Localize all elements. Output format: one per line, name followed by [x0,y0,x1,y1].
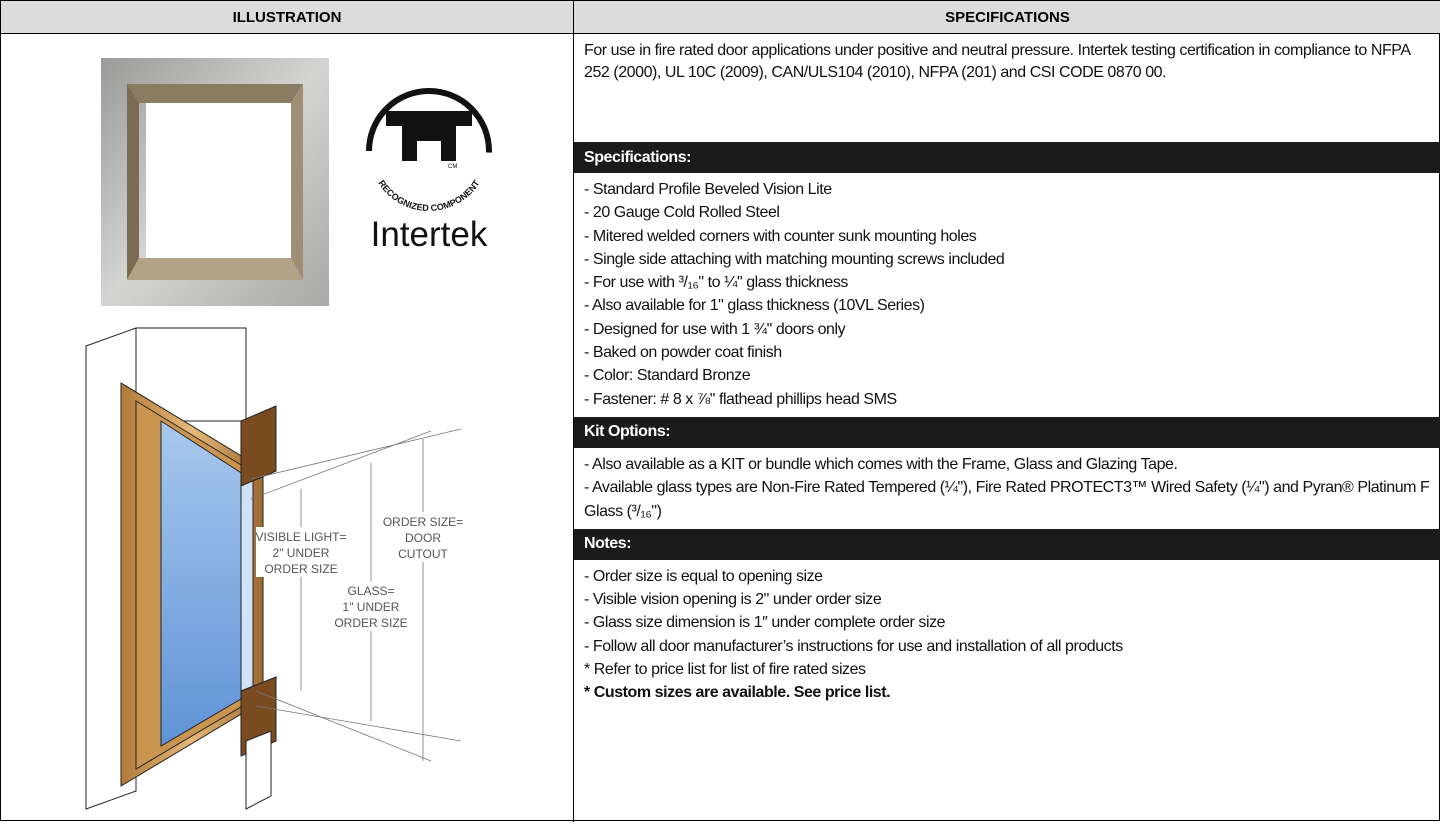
list-item: - 20 Gauge Cold Rolled Steel [584,204,780,222]
dimension-label: ORDER SIZE [264,562,337,576]
list-item: - Color: Standard Bronze [584,367,751,385]
column-header: ILLUSTRATION [1,1,574,34]
list-item: - Single side attaching with matching mo… [584,250,1005,268]
list-item: - Designed for use with 1 ¾" doors only [584,320,846,338]
list-item: - Also available for 1" glass thickness … [584,297,925,315]
list-item: - Mitered welded corners with counter su… [584,227,977,245]
section-list: - Order size is equal to opening size - V… [574,560,1440,711]
logo-mark: CM [448,164,457,170]
door-diagram [85,327,277,810]
logo-brand: Intertek [371,215,488,254]
dimension-label: CUTOUT [398,547,448,561]
list-item: - Standard Profile Beveled Vision Lite [584,181,832,198]
logo-arc-path: RECOGNIZED COMPONENT [376,178,481,213]
list-item: - Also available as a KIT or bundle whic… [584,455,1178,473]
specifications-cell: For use in fire rated door applications … [574,34,1440,822]
dimension-label: ORDER SIZE [334,616,407,630]
list-item: - For use with ³/₁₆" to ¼" glass thickne… [584,274,848,292]
dimension-label: VISIBLE LIGHT= [255,530,346,544]
list-item: - Order size is equal to opening size [584,567,823,585]
dimension-label: GLASS= [347,584,394,598]
list-item: - Baked on powder coat finish [584,344,782,362]
list-item: - Glass size dimension is 1″ under compl… [584,614,946,632]
list-item: - Fastener: # 8 x ⅞" flathead phillips h… [584,390,897,408]
section-title: Kit Options: [574,416,1440,448]
section-title: Specifications: [574,142,1440,173]
intertek-logo: CM RECOGNIZED COMPONENT Intertek [366,88,492,254]
list-item: - Available glass types are Non-Fire Rat… [584,479,1430,520]
list-item: * Refer to price list for list of fire r… [584,661,866,679]
illustration-cell: CM RECOGNIZED COMPONENT Intertek VISIBLE… [1,34,574,822]
intro-text: For use in fire rated door applications … [584,42,1410,81]
logo-arc-text: RECOGNIZED COMPONENT [376,178,481,213]
dimension-label: DOOR [405,531,441,545]
list-item: - Visible vision opening is 2" under ord… [584,591,882,609]
illustration: CM RECOGNIZED COMPONENT Intertek VISIBLE… [85,58,492,810]
dimension-label: ORDER SIZE= [383,515,463,529]
section-title: Notes: [574,528,1440,560]
section-list: - Standard Profile Beveled Vision Lite - … [574,173,1440,417]
dimension-label: 1" UNDER [343,600,400,614]
list-item: * Custom sizes are available. See price … [584,684,891,702]
column-header: SPECIFICATIONS [574,1,1440,34]
dimension-label: 2" UNDER [273,546,330,560]
list-item: - Follow all door manufacturer’s instruc… [584,637,1123,655]
section-list: - Also available as a KIT or bundle whic… [574,448,1440,529]
